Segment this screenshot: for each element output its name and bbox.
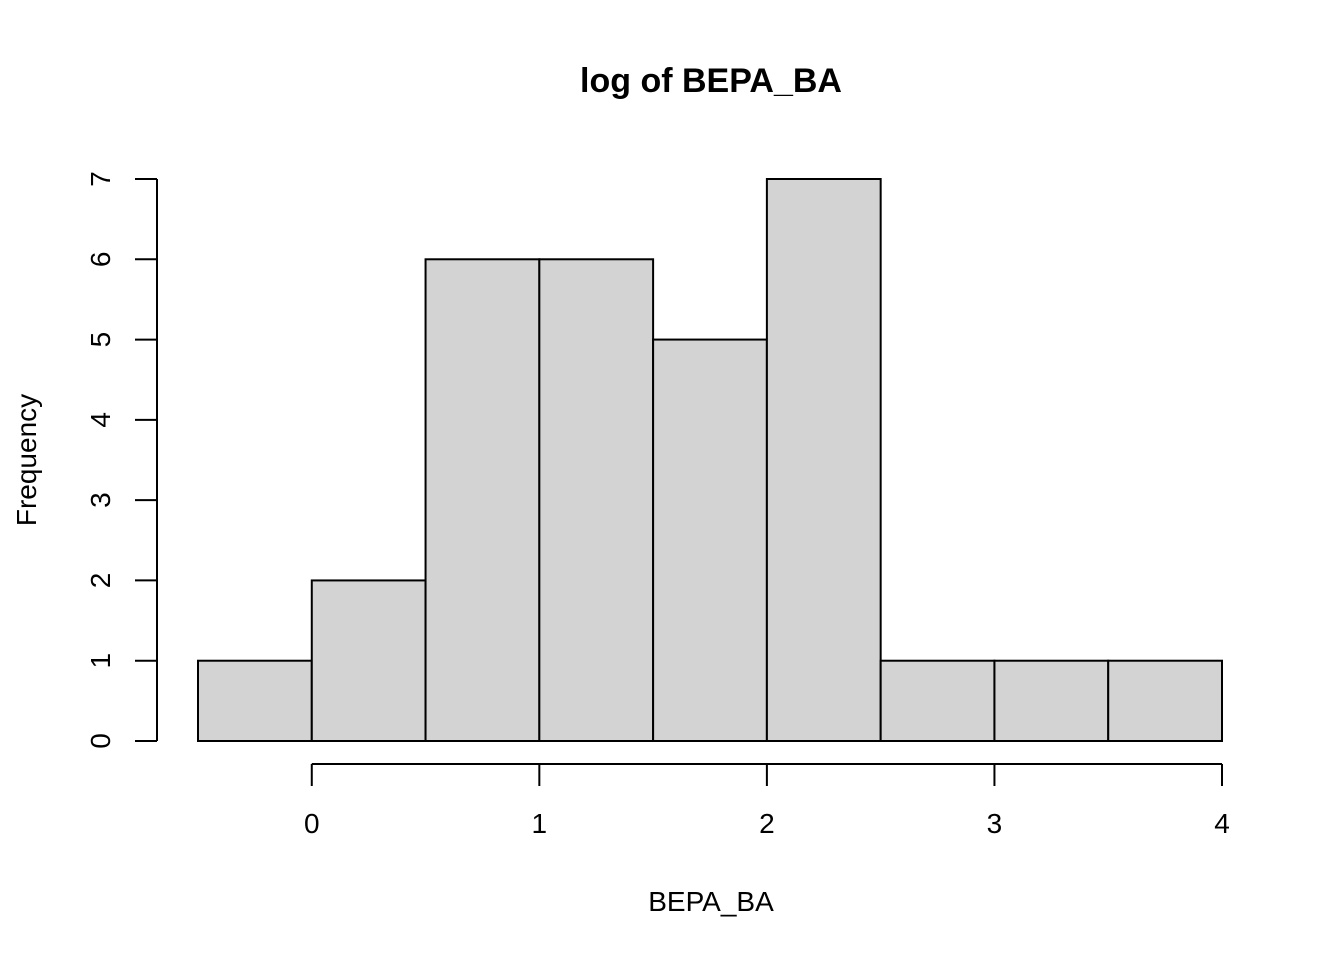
y-tick-label-1: 1 (85, 653, 116, 669)
x-tick-label-4: 4 (1214, 808, 1230, 839)
histogram-bar-3 (538, 258, 655, 742)
x-tick-label-2: 2 (759, 808, 775, 839)
x-tick-label-0: 0 (304, 808, 320, 839)
x-axis: 0 1 2 3 4 (304, 763, 1230, 839)
histogram-bar-5 (765, 178, 882, 742)
y-axis-label: Frequency (11, 394, 42, 526)
y-axis: 0 1 2 3 4 5 6 7 (85, 171, 158, 749)
y-tick-label-7: 7 (85, 171, 116, 187)
histogram-bar-6 (879, 659, 996, 743)
y-tick-label-6: 6 (85, 251, 116, 267)
y-tick-label-2: 2 (85, 573, 116, 589)
x-axis-label: BEPA_BA (648, 886, 774, 917)
chart-title: log of BEPA_BA (580, 62, 842, 100)
histogram-bar-1 (310, 579, 427, 743)
histogram-bar-4 (652, 338, 768, 742)
y-tick-label-0: 0 (85, 733, 116, 749)
histogram-bar-0 (197, 659, 313, 743)
x-tick-label-1: 1 (532, 808, 548, 839)
y-tick-label-5: 5 (85, 332, 116, 348)
x-tick-label-3: 3 (987, 808, 1003, 839)
histogram-bar-7 (993, 659, 1110, 743)
y-tick-label-4: 4 (85, 412, 116, 428)
histogram-bar-2 (424, 258, 541, 742)
histogram-bar-8 (1107, 659, 1223, 743)
y-tick-label-3: 3 (85, 492, 116, 508)
bars-group (197, 178, 1223, 743)
